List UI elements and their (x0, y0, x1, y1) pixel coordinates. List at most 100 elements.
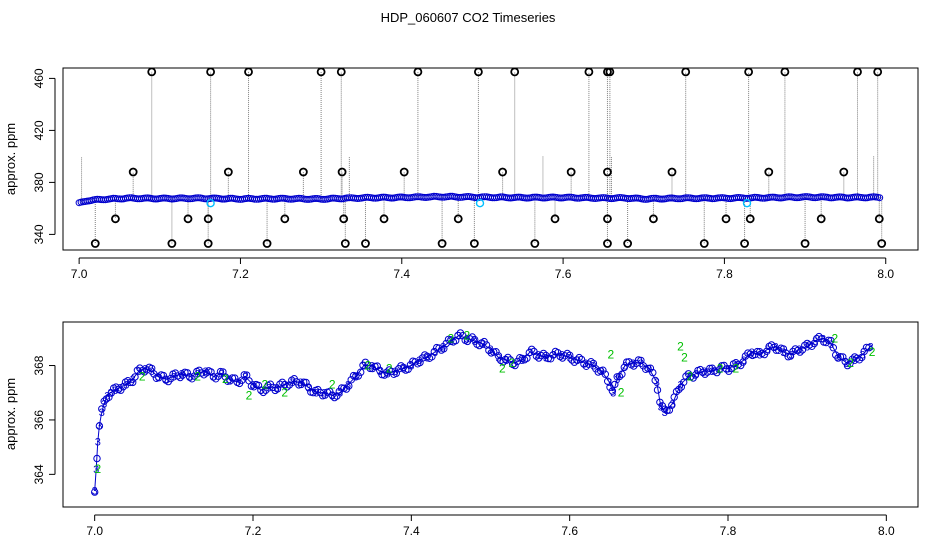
symbol-3-point: 3 (677, 380, 683, 392)
outlier-point (183, 214, 193, 224)
top-panel: 7.0 7.2 7.4 7.6 7.8 8.0 340 380 420 460 approx. … (3, 67, 919, 281)
data-point (231, 374, 239, 382)
symbol-3-point: 3 (155, 371, 161, 383)
bottom-plot-frame (62, 321, 919, 508)
outlier-point (336, 67, 346, 77)
symbol-3-point: 3 (171, 371, 177, 383)
data-point (558, 354, 567, 362)
data-point (876, 194, 884, 202)
symbol-2-point: 2 (733, 361, 740, 375)
data-point (276, 380, 284, 388)
data-point (183, 369, 192, 377)
data-point (105, 393, 113, 401)
symbol-2-point: 2 (687, 369, 694, 383)
data-point (136, 364, 144, 372)
symbol-3-point: 3 (101, 399, 107, 411)
data-point (601, 370, 609, 378)
symbol-3-point: 3 (305, 382, 311, 394)
data-point (392, 369, 400, 377)
outlier-point (339, 214, 349, 224)
data-point (404, 365, 412, 373)
data-point (824, 336, 833, 344)
data-point (250, 383, 258, 391)
data-point (209, 373, 218, 381)
outlier-point (399, 167, 409, 177)
symbol-3-point: 3 (107, 388, 113, 400)
symbol-3-point: 3 (329, 391, 335, 403)
data-point (328, 391, 336, 399)
symbol-3-point: 3 (95, 437, 101, 449)
data-point (608, 387, 617, 395)
data-point (767, 341, 776, 349)
symbol-2-point: 2 (246, 389, 253, 403)
outlier-point (498, 167, 507, 177)
symbol-3-point: 3 (662, 407, 668, 419)
symbol-3-point: 3 (535, 350, 541, 362)
data-point (532, 352, 541, 360)
data-point (651, 376, 659, 385)
symbol-3-point: 3 (582, 358, 588, 370)
symbol-3-point: 3 (258, 385, 264, 397)
symbol-3-point: 3 (733, 361, 739, 373)
data-point (563, 349, 571, 358)
data-point (668, 401, 676, 409)
data-point (618, 370, 626, 378)
baseline-series (75, 192, 884, 207)
outlier-point (437, 239, 447, 248)
symbol-2-point: 2 (677, 340, 684, 354)
data-point (259, 388, 267, 397)
data-point (813, 334, 821, 343)
top-y-axis-label: approx. ppm (3, 123, 18, 195)
data-point (794, 346, 802, 355)
symbol-3-point: 3 (487, 344, 493, 356)
symbol-3-point: 3 (424, 352, 430, 364)
symbol-3-point: 3 (717, 363, 723, 375)
data-point (547, 355, 555, 363)
symbol-3-point: 3 (195, 369, 201, 381)
data-point (615, 372, 624, 381)
outlier-point (839, 167, 849, 177)
symbol-3-point: 3 (638, 358, 644, 370)
y-tick-label: 380 (32, 172, 46, 192)
data-point (494, 352, 503, 360)
data-point (796, 348, 804, 356)
symbol-3-point: 3 (796, 344, 802, 356)
symbol-3-point: 3 (614, 374, 620, 386)
symbol-3-point: 3 (408, 361, 414, 373)
symbol-3-point: 3 (590, 361, 596, 373)
data-point (447, 336, 455, 344)
symbol-3-point: 3 (416, 355, 422, 367)
symbol-3-point: 3 (234, 377, 240, 389)
y-tick-label: 364 (32, 464, 46, 484)
data-point (214, 372, 222, 380)
data-point (570, 358, 579, 366)
data-point (862, 343, 871, 352)
data-point (423, 352, 431, 360)
symbol-2-point: 2 (139, 369, 146, 383)
data-point (240, 371, 249, 379)
symbol-3-point: 3 (104, 391, 110, 403)
outlier-point (203, 239, 213, 248)
symbol-3-point: 3 (804, 342, 810, 354)
data-point (466, 335, 474, 343)
data-point (186, 373, 194, 381)
outlier-points (90, 67, 887, 248)
data-point (485, 346, 493, 355)
data-point (846, 360, 854, 368)
data-point (699, 368, 707, 377)
data-point (176, 373, 184, 382)
circle-series (91, 329, 873, 496)
data-point (468, 333, 476, 341)
symbol-2-point: 2 (681, 350, 688, 364)
outlier-point (740, 239, 749, 248)
data-point (701, 370, 709, 378)
data-point (672, 387, 681, 396)
data-point (561, 352, 569, 360)
symbol-3-point: 3 (117, 382, 123, 394)
x-tick-label: 7.2 (232, 267, 249, 281)
top-x-axis: 7.0 7.2 7.4 7.6 7.8 8.0 (71, 257, 894, 281)
data-point (91, 488, 99, 496)
symbol-3-point: 3 (575, 355, 581, 367)
outlier-point (800, 239, 810, 248)
outlier-point (780, 67, 790, 77)
